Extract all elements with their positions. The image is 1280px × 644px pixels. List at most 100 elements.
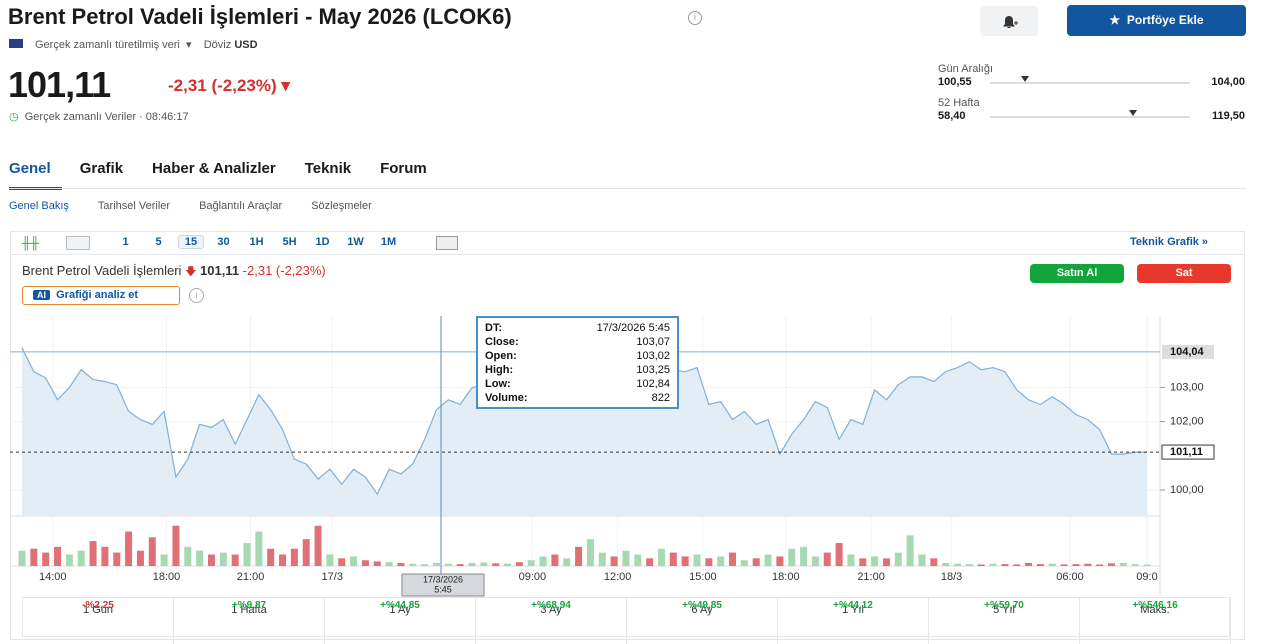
analyze-info[interactable]: i: [189, 288, 204, 303]
volume-bar: [859, 558, 867, 566]
tooltip-key: DT:: [485, 322, 502, 334]
tooltip-value: 102,84: [636, 378, 670, 390]
subtabs: Genel Bakış Tarihsel Veriler Bağlantılı Ar…: [9, 200, 401, 212]
volume-bar: [551, 554, 559, 566]
interval[interactable]: 1: [122, 236, 129, 248]
period-change: +%68,94: [476, 600, 627, 640]
volume-bar: [1001, 564, 1009, 566]
tab[interactable]: Haber & Analizler: [152, 160, 276, 177]
tabs: Genel Grafik Haber & Analizler Teknik Forum: [9, 160, 456, 177]
tooltip-value: 103,02: [636, 350, 670, 362]
volume-bar: [314, 525, 322, 566]
volume-bar: [1013, 564, 1021, 566]
tab[interactable]: Grafik: [79, 160, 124, 177]
volume-bar: [456, 564, 464, 566]
interval[interactable]: 1M: [380, 236, 397, 248]
volume-bar: [267, 548, 275, 566]
buy-button[interactable]: Satın Al: [1030, 264, 1124, 283]
status-text: Gerçek zamanlı Veriler · 08:46:17: [24, 111, 189, 123]
period-change: +%49,85: [627, 600, 778, 640]
performance-cell: 5 Yıl +%59,70: [929, 598, 1080, 644]
volume-bar: [965, 564, 973, 566]
interval[interactable]: 15: [178, 235, 204, 249]
performance-cell: 1 Ay +%44,85: [325, 598, 476, 644]
volume-bar: [101, 546, 109, 566]
period-change: +%9,87: [174, 600, 325, 640]
interval[interactable]: 1D: [315, 236, 330, 248]
volume-bar: [764, 554, 772, 566]
sell-button[interactable]: Sat: [1137, 264, 1231, 283]
x-tick-label: 15:00: [689, 571, 717, 583]
interval[interactable]: 5: [155, 236, 162, 248]
settings-icon[interactable]: [436, 236, 458, 250]
volume-bar: [30, 548, 38, 566]
tooltip-key: Low:: [485, 378, 511, 390]
performance: 1 Gün -%2,25 1 Hafta +%9,87 1 Ay +%44,85 3 Ay +…: [22, 597, 1231, 644]
technical-link[interactable]: Teknik Grafik »: [1130, 236, 1209, 248]
range-low: 100,55: [938, 76, 972, 88]
area-icon[interactable]: [66, 236, 90, 250]
volume-bar: [207, 554, 215, 566]
subtab[interactable]: Sözleşmeler: [311, 200, 372, 212]
tab[interactable]: Genel: [9, 160, 51, 177]
volume-bar: [847, 554, 855, 566]
volume-bar: [657, 548, 665, 566]
tooltip-key: High:: [485, 364, 513, 376]
interval[interactable]: 30: [217, 236, 230, 248]
price-area: [22, 347, 1147, 516]
analyze-button[interactable]: AI Grafiği analiz et: [22, 286, 180, 305]
reference-label: 104,04: [1170, 346, 1205, 358]
subtab[interactable]: Tarihsel Veriler: [97, 200, 171, 212]
candle-icon[interactable]: ╫╫: [22, 236, 40, 250]
x-tick-label: 17/3: [322, 571, 343, 583]
volume-bar: [586, 539, 594, 566]
flag: [9, 39, 23, 48]
alert-button[interactable]: [980, 6, 1038, 36]
volume-bar: [172, 525, 180, 566]
volume-bar: [279, 554, 287, 566]
performance-cell: 1 Yıl +%44,12: [778, 598, 929, 644]
volume-bar: [350, 556, 358, 566]
performance-cell: 1 Hafta +%9,87: [174, 598, 325, 644]
x-tick-label: 12:00: [604, 571, 632, 583]
subtab[interactable]: Bağlantılı Araçlar: [199, 200, 283, 212]
subtab[interactable]: Genel Bakış: [9, 200, 69, 212]
x-tick-label: 21:00: [237, 571, 265, 583]
volume-bar: [290, 548, 298, 566]
tooltip-box: [476, 316, 679, 409]
volume-bar: [918, 554, 926, 566]
volume-bar: [1096, 564, 1104, 566]
volume-bar: [184, 546, 192, 566]
tab[interactable]: Teknik: [304, 160, 352, 177]
volume-bar: [1131, 564, 1139, 566]
crosshair-box: [401, 573, 485, 597]
source-row: Gerçek zamanlı türetilmiş veri ▾ Döviz U…: [9, 38, 258, 51]
tooltip-value: 103,07: [636, 336, 670, 348]
interval[interactable]: 1W: [347, 236, 364, 248]
change: -2,31 (-2,23%): [168, 76, 277, 95]
x-tick-label: 06:00: [1056, 571, 1084, 583]
volume-bar: [302, 539, 310, 566]
status: ◷ Gerçek zamanlı Veriler · 08:46:17: [9, 111, 189, 123]
info-icon[interactable]: i: [688, 11, 702, 25]
volume-bar: [1036, 564, 1044, 566]
volume-bar: [776, 556, 784, 566]
portfolio-button[interactable]: ★ Portföye Ekle: [1067, 5, 1246, 36]
volume-bar: [504, 563, 512, 566]
volume-bar: [634, 554, 642, 566]
x-tick-label: 14:00: [39, 571, 67, 583]
volume-bar: [1048, 563, 1056, 566]
volume-bar: [942, 562, 950, 566]
volume-bar: [243, 543, 251, 566]
volume-bar: [693, 554, 701, 566]
interval[interactable]: 1H: [249, 236, 264, 248]
volume-bar: [811, 556, 819, 566]
volume-bar: [563, 558, 571, 566]
interval[interactable]: 5H: [282, 236, 297, 248]
chart-header: Brent Petrol Vadeli İşlemleri 🡇 101,11 -…: [22, 263, 326, 278]
tab[interactable]: Forum: [380, 160, 427, 177]
title: Brent Petrol Vadeli İşlemleri - May 2026…: [8, 4, 512, 29]
volume-bar: [409, 563, 417, 566]
source: Gerçek zamanlı türetilmiş veri: [35, 39, 180, 51]
crosshair-label: 5:45: [434, 584, 452, 594]
